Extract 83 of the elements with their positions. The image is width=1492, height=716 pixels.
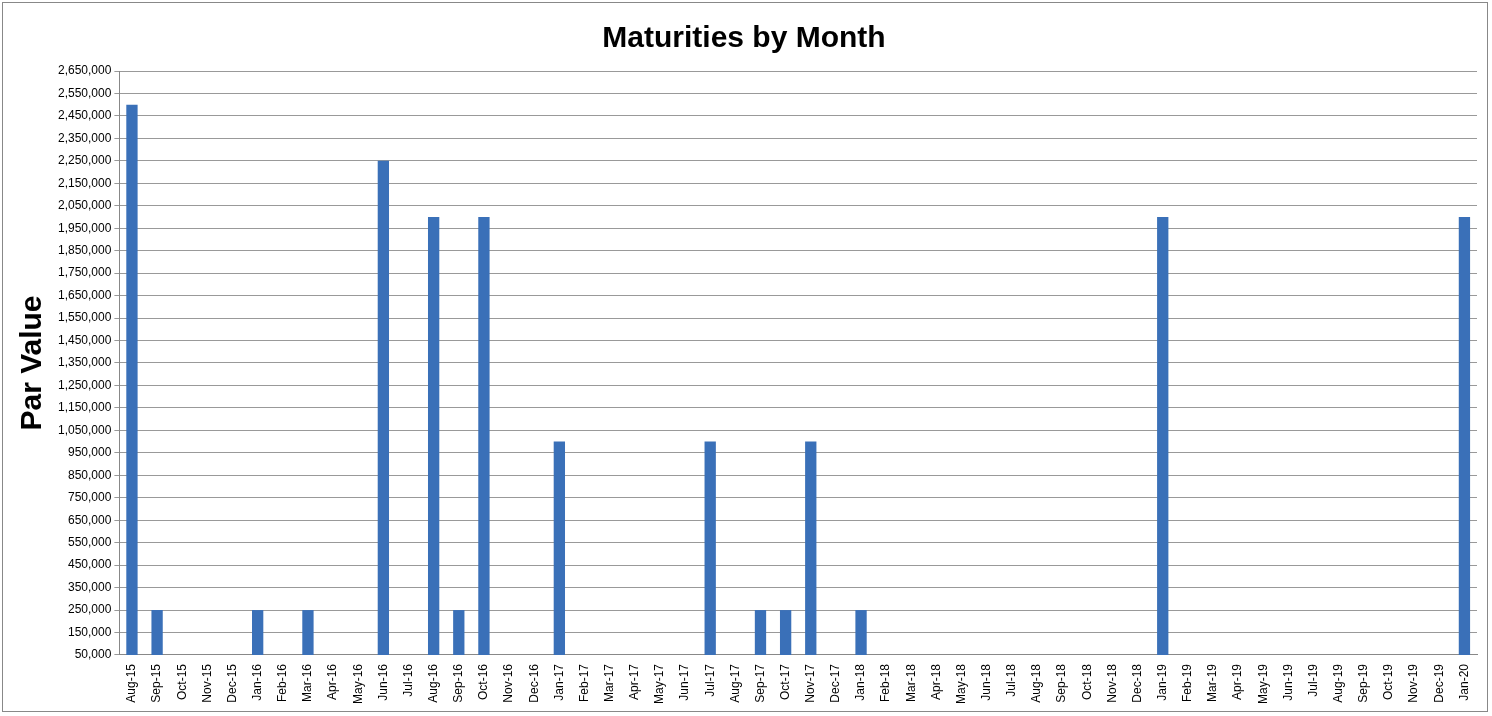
x-tick-label: Mar-17 (601, 663, 616, 702)
x-tick-label: May-19 (1255, 663, 1270, 704)
y-tick-label: 2,350,000 (57, 130, 112, 145)
x-tick-label: Sep-16 (451, 663, 466, 703)
x-tick-label: Aug-19 (1331, 663, 1346, 703)
x-tick-label: Oct-16 (476, 663, 491, 700)
chart-title: Maturities by Month (602, 20, 886, 54)
x-tick-label: Apr-18 (928, 663, 943, 701)
y-tick-label: 2,050,000 (57, 198, 112, 213)
x-tick-label: May-16 (350, 663, 365, 704)
y-tick-label: 650,000 (67, 512, 112, 527)
x-tick-label: Jun-16 (375, 663, 390, 701)
x-tick-label: Feb-17 (576, 663, 591, 703)
x-tick-label: Jun-17 (677, 663, 692, 701)
x-tick-label: Sep-15 (149, 663, 164, 703)
y-tick-label: 950,000 (67, 445, 112, 460)
y-tick-label: 1,850,000 (57, 243, 112, 257)
x-tick-label: Nov-16 (501, 663, 516, 703)
y-tick-label: 2,650,000 (57, 63, 112, 78)
y-tick-label: 150,000 (67, 624, 112, 639)
x-tick-label: Nov-15 (199, 663, 214, 703)
y-tick-label: 2,550,000 (57, 85, 112, 100)
y-tick-label: 750,000 (67, 490, 112, 505)
x-tick-label: Jan-20 (1456, 663, 1471, 701)
x-tick-label: Dec-16 (526, 663, 541, 703)
y-tick-label: 1,350,000 (57, 355, 112, 370)
x-tick-label: Feb-18 (878, 663, 893, 703)
x-tick-label: Jan-16 (249, 663, 264, 701)
x-tick-label: Jan-17 (551, 663, 566, 701)
x-tick-label: May-17 (652, 663, 667, 704)
x-tick-label: Oct-15 (174, 663, 189, 700)
y-tick-label: 1,650,000 (57, 287, 112, 302)
x-tick-label: Jan-19 (1155, 663, 1170, 701)
y-tick-label: 1,450,000 (57, 332, 112, 347)
y-axis-title: Par Value (14, 295, 48, 431)
y-tick-label: 1,050,000 (57, 422, 112, 437)
x-tick-label: Apr-19 (1230, 663, 1245, 701)
x-tick-label: Apr-16 (325, 663, 340, 701)
y-tick-label: 350,000 (67, 579, 112, 594)
y-tick-label: 2,450,000 (57, 108, 112, 123)
x-tick-label: Feb-19 (1180, 663, 1195, 703)
y-tick-label: 1,150,000 (57, 400, 112, 415)
x-tick-label: Jul-19 (1305, 663, 1320, 697)
x-tick-label: May-18 (953, 663, 968, 704)
x-tick-label: Nov-19 (1406, 663, 1421, 703)
x-tick-label: Jul-16 (400, 663, 415, 697)
x-tick-label: Apr-17 (627, 663, 642, 701)
x-tick-label: Nov-18 (1104, 663, 1119, 703)
x-tick-label: Jul-17 (702, 663, 717, 697)
x-tick-label: Sep-18 (1054, 663, 1069, 703)
x-tick-label: Oct-18 (1079, 663, 1094, 700)
y-tick-label: 550,000 (67, 534, 112, 549)
y-tick-label: 450,000 (67, 557, 112, 572)
x-tick-label: Aug-17 (727, 663, 742, 703)
x-tick-label: Feb-16 (275, 663, 290, 703)
x-tick-label: Sep-17 (752, 663, 767, 703)
y-tick-label: 50,000 (74, 647, 112, 662)
x-tick-label: Jun-19 (1280, 663, 1295, 701)
x-tick-label: Dec-18 (1129, 663, 1144, 703)
x-tick-label: Mar-18 (903, 663, 918, 702)
y-tick-label: 2,150,000 (57, 175, 112, 190)
x-tick-label: Dec-19 (1431, 663, 1446, 703)
x-tick-label: Mar-16 (300, 663, 315, 702)
y-tick-label: 850,000 (67, 467, 112, 482)
y-tick-label: 1,750,000 (57, 265, 112, 280)
y-tick-label: 1,550,000 (57, 310, 112, 325)
x-tick-label: Jun-18 (979, 663, 994, 701)
y-tick-label: 1,950,000 (57, 220, 112, 235)
x-tick-label: Jan-18 (853, 663, 868, 701)
x-tick-label: Dec-17 (828, 663, 843, 703)
x-tick-label: Sep-19 (1356, 663, 1371, 703)
x-tick-label: Jul-18 (1004, 663, 1019, 697)
x-tick-label: Dec-15 (224, 663, 239, 703)
x-tick-label: Aug-18 (1029, 663, 1044, 703)
x-tick-label: Oct-19 (1381, 663, 1396, 700)
x-tick-label: Aug-15 (124, 663, 139, 703)
x-tick-label: Nov-17 (803, 663, 818, 703)
x-tick-label: Aug-16 (425, 663, 440, 703)
x-tick-label: Mar-19 (1205, 663, 1220, 702)
y-tick-label: 1,250,000 (57, 377, 112, 392)
x-tick-label: Oct-17 (777, 663, 792, 700)
y-tick-label: 250,000 (67, 602, 112, 617)
y-tick-label: 2,250,000 (57, 153, 112, 168)
